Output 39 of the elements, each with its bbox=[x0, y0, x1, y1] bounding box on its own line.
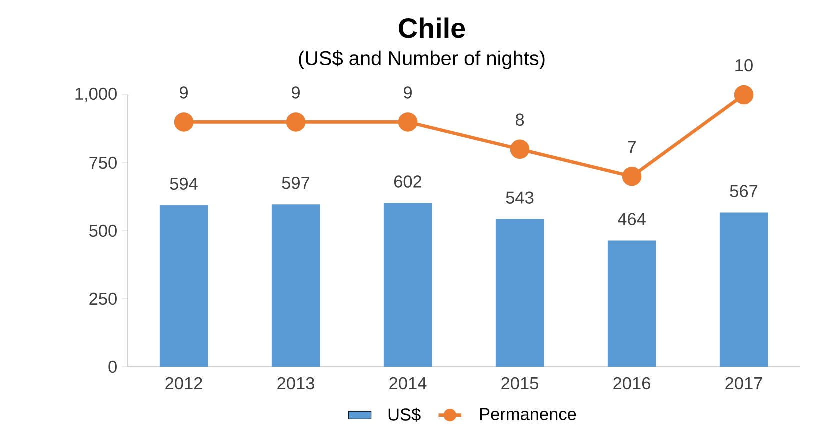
data-label: 597 bbox=[282, 177, 310, 190]
y-tick-label: 750 bbox=[90, 156, 117, 170]
point bbox=[286, 112, 306, 132]
y-tick-label: 0 bbox=[108, 360, 117, 374]
data-label: 594 bbox=[170, 178, 198, 190]
point bbox=[622, 166, 642, 186]
bar bbox=[160, 205, 208, 367]
data-label: 602 bbox=[394, 176, 422, 188]
data-label: 567 bbox=[730, 185, 758, 198]
x-tick-label: 2014 bbox=[390, 377, 427, 390]
y-tick-label: 250 bbox=[90, 292, 117, 306]
data-label: 464 bbox=[618, 213, 646, 226]
data-label: 9 bbox=[404, 86, 412, 99]
data-label: 9 bbox=[180, 86, 188, 99]
x-tick-label: 2012 bbox=[166, 377, 202, 390]
chart-subtitle: (US$ and Number of nights) bbox=[299, 50, 545, 70]
x-tick-label: 2013 bbox=[278, 377, 314, 390]
point bbox=[734, 85, 754, 105]
bar bbox=[720, 212, 768, 367]
x-tick-label: 2017 bbox=[726, 377, 762, 390]
data-label: 8 bbox=[516, 114, 524, 126]
legend-label: US$ bbox=[388, 408, 421, 422]
x-tick-label: 2015 bbox=[502, 377, 538, 390]
point bbox=[398, 112, 418, 132]
bar bbox=[272, 204, 320, 367]
legend-label: Permanence bbox=[480, 408, 576, 420]
point bbox=[510, 140, 530, 160]
y-tick-label: 500 bbox=[90, 224, 117, 238]
point bbox=[174, 112, 194, 132]
bar bbox=[496, 219, 544, 367]
x-tick-label: 2016 bbox=[614, 377, 650, 390]
bar bbox=[384, 203, 432, 367]
data-label: 9 bbox=[292, 86, 300, 99]
y-tick-label: 1,000 bbox=[76, 88, 117, 102]
chart-title: Chile bbox=[399, 18, 466, 38]
data-label: 543 bbox=[506, 192, 534, 204]
data-label: 10 bbox=[736, 59, 753, 72]
data-label: 7 bbox=[628, 141, 636, 154]
bar bbox=[608, 240, 656, 367]
